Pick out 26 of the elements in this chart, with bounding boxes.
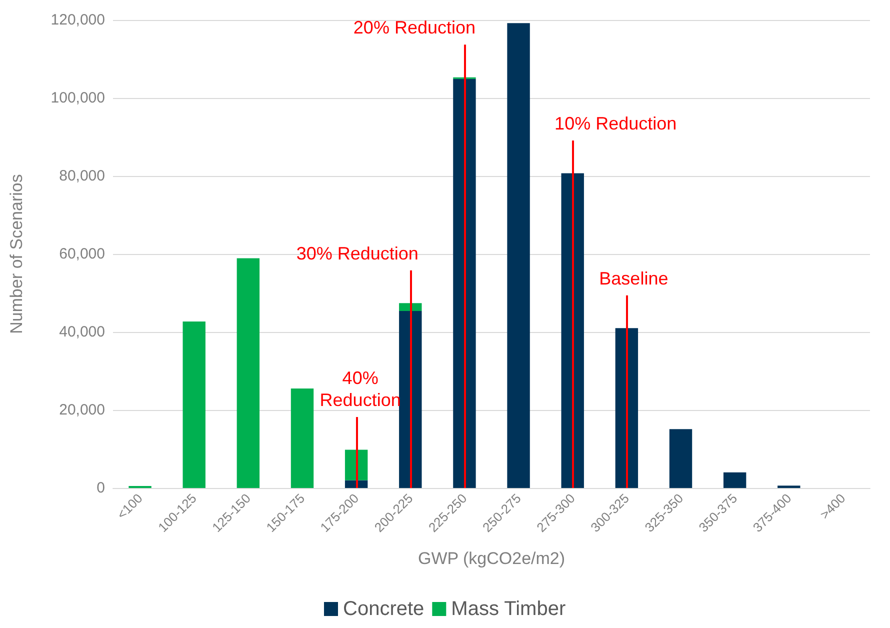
- bar: [236, 258, 260, 488]
- y-tick-label: 80,000: [59, 168, 105, 184]
- y-tick-label: 20,000: [59, 402, 105, 418]
- y-tick-label: 60,000: [59, 246, 105, 262]
- y-tick-label: 120,000: [50, 12, 105, 28]
- y-tick-label: 100,000: [50, 90, 105, 106]
- legend-label: Mass Timber: [451, 598, 566, 620]
- bar: [615, 328, 638, 488]
- bar: [669, 429, 692, 488]
- bar: [507, 23, 530, 488]
- bar: [399, 303, 422, 311]
- y-axis-title: Number of Scenarios: [7, 174, 26, 334]
- bar: [453, 78, 476, 488]
- y-tick-label: 0: [96, 480, 105, 496]
- ref-line-label: 30% Reduction: [296, 243, 418, 264]
- legend-label: Concrete: [343, 598, 424, 620]
- ref-line-label: 20% Reduction: [353, 18, 476, 38]
- bar: [561, 173, 584, 488]
- ref-line-label: Baseline: [599, 268, 668, 288]
- ref-line-label: 10% Reduction: [554, 114, 677, 134]
- x-axis-title: GWP (kgCO2e/m2): [418, 549, 566, 568]
- bar: [723, 472, 746, 488]
- bar: [182, 321, 206, 488]
- bar: [290, 388, 314, 488]
- bar: [344, 480, 368, 488]
- y-tick-label: 40,000: [59, 324, 105, 340]
